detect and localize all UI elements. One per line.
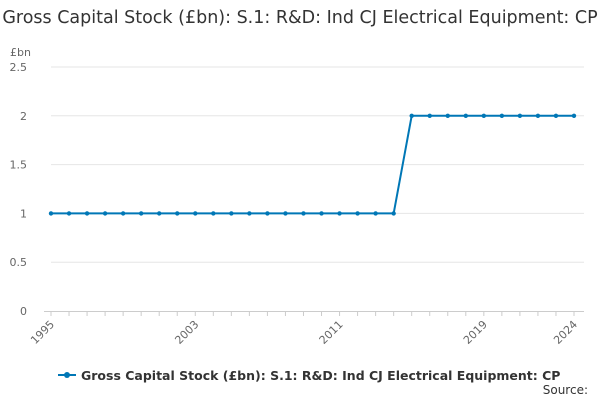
- data-point[interactable]: [48, 211, 54, 216]
- data-point[interactable]: [66, 211, 72, 216]
- x-tick-label: 2019: [461, 318, 490, 347]
- y-tick-label: 2.5: [10, 61, 28, 74]
- data-point[interactable]: [337, 211, 342, 216]
- data-point[interactable]: [463, 113, 468, 119]
- series-line: [51, 114, 574, 215]
- data-point[interactable]: [571, 113, 577, 119]
- data-point[interactable]: [391, 211, 396, 216]
- data-point[interactable]: [373, 211, 378, 216]
- y-tick-label: 2: [20, 110, 27, 123]
- y-axis-unit: £bn: [10, 46, 31, 59]
- y-tick-label: 1.5: [10, 159, 28, 172]
- data-point[interactable]: [175, 211, 180, 216]
- data-point[interactable]: [247, 211, 252, 216]
- x-tick-label: 2003: [172, 318, 201, 347]
- y-tick-label: 0: [20, 305, 27, 318]
- x-tick-labels: 1995 2003 2011 2019 2024: [28, 318, 580, 347]
- y-tick-label: 1: [20, 207, 27, 220]
- data-point[interactable]: [283, 211, 288, 216]
- data-point[interactable]: [301, 211, 306, 216]
- data-point[interactable]: [553, 113, 559, 119]
- data-point[interactable]: [102, 211, 108, 216]
- data-point[interactable]: [319, 211, 324, 216]
- data-point[interactable]: [481, 113, 487, 119]
- x-tick-label: 2024: [551, 318, 580, 347]
- data-point[interactable]: [427, 113, 432, 119]
- x-tick-label: 1995: [28, 318, 57, 347]
- axes: [44, 311, 584, 316]
- data-point[interactable]: [84, 211, 90, 216]
- data-point[interactable]: [211, 211, 216, 216]
- y-tick-labels: 0 0.5 1 1.5 2 2.5: [10, 61, 28, 318]
- chart-title: Gross Capital Stock (£bn): S.1: R&D: Ind…: [2, 8, 598, 28]
- legend-line-marker-icon: [58, 370, 76, 380]
- data-point[interactable]: [193, 211, 198, 216]
- data-point[interactable]: [445, 113, 450, 119]
- x-tick-label: 2011: [317, 318, 346, 347]
- y-tick-label: 0.5: [10, 256, 28, 269]
- data-point[interactable]: [157, 211, 162, 216]
- data-point[interactable]: [120, 211, 126, 216]
- data-point[interactable]: [138, 211, 144, 216]
- data-point[interactable]: [499, 113, 505, 119]
- grid-lines: [51, 66, 584, 263]
- data-point[interactable]: [517, 113, 523, 119]
- legend-label: Gross Capital Stock (£bn): S.1: R&D: Ind…: [81, 367, 561, 383]
- data-point[interactable]: [229, 211, 234, 216]
- data-point[interactable]: [355, 211, 360, 216]
- data-point[interactable]: [409, 113, 414, 119]
- series-group: [48, 113, 577, 216]
- data-point[interactable]: [265, 211, 270, 216]
- data-point[interactable]: [535, 113, 541, 119]
- source-label: Source:: [542, 383, 588, 397]
- legend[interactable]: Gross Capital Stock (£bn): S.1: R&D: Ind…: [58, 366, 560, 384]
